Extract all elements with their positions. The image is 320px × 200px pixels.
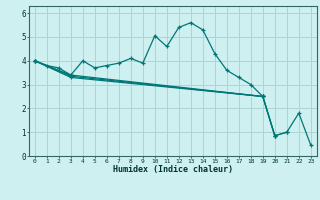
X-axis label: Humidex (Indice chaleur): Humidex (Indice chaleur) bbox=[113, 165, 233, 174]
